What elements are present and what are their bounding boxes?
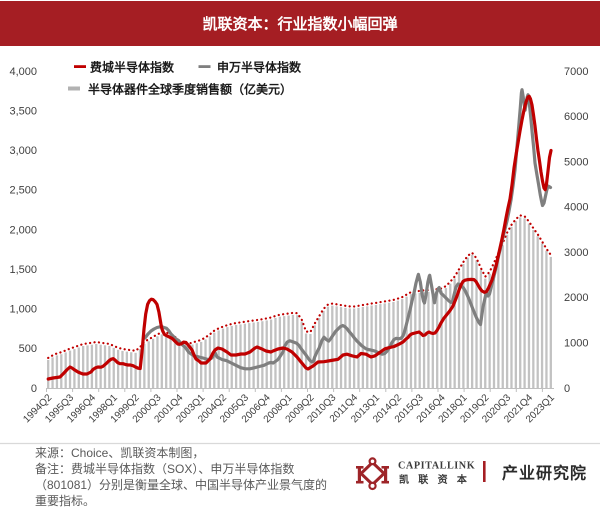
svg-text:CAPITALLINK: CAPITALLINK [398, 461, 475, 472]
svg-text:0: 0 [564, 383, 570, 395]
svg-text:产业研究院: 产业研究院 [502, 464, 587, 483]
svg-text:申万半导体指数: 申万半导体指数 [217, 60, 302, 75]
svg-text:4000: 4000 [564, 202, 588, 214]
svg-text:备注：费城半导体指数（SOX）、申万半导体指数: 备注：费城半导体指数（SOX）、申万半导体指数 [35, 461, 294, 476]
svg-text:6000: 6000 [564, 111, 588, 123]
svg-text:凯联资本：行业指数小幅回弹: 凯联资本：行业指数小幅回弹 [202, 15, 397, 33]
svg-text:2,500: 2,500 [9, 185, 37, 197]
svg-text:3000: 3000 [564, 247, 588, 259]
svg-text:5000: 5000 [564, 156, 588, 168]
svg-text:1000: 1000 [564, 338, 588, 350]
svg-text:来源：Choice、凯联资本制图，: 来源：Choice、凯联资本制图， [35, 446, 204, 460]
svg-text:半导体器件全球季度销售额（亿美元）: 半导体器件全球季度销售额（亿美元） [88, 82, 292, 97]
svg-text:费城半导体指数: 费城半导体指数 [90, 60, 175, 75]
svg-text:（801081）分别是衡量全球、中国半导体产业景气度的: （801081）分别是衡量全球、中国半导体产业景气度的 [35, 477, 327, 492]
svg-text:0: 0 [31, 383, 37, 395]
svg-text:3,500: 3,500 [9, 105, 37, 117]
svg-text:4,000: 4,000 [9, 66, 37, 78]
svg-text:凯联资本: 凯联资本 [399, 473, 476, 486]
svg-text:1,500: 1,500 [9, 264, 37, 276]
svg-text:2,000: 2,000 [9, 224, 37, 236]
svg-text:3,000: 3,000 [9, 145, 37, 157]
svg-text:2000: 2000 [564, 292, 588, 304]
svg-text:1,000: 1,000 [9, 304, 37, 316]
svg-text:7000: 7000 [564, 66, 588, 78]
svg-text:500: 500 [19, 343, 37, 355]
svg-text:重要指标。: 重要指标。 [35, 493, 95, 508]
